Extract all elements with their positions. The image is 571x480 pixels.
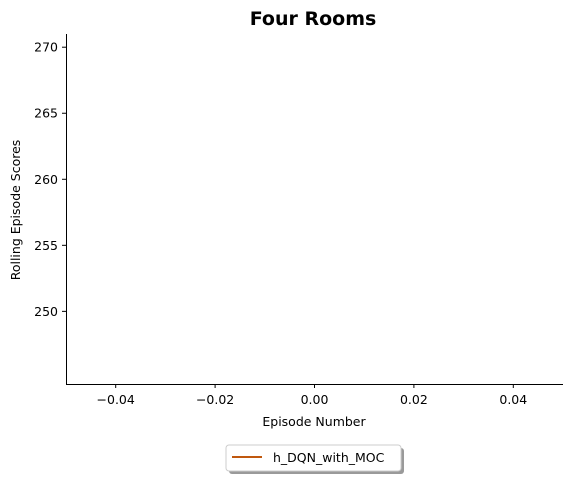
y-axis-ticks: 250 255 260 265 270 <box>34 40 66 319</box>
x-axis-label: Episode Number <box>262 414 366 429</box>
x-tick-label: 0.04 <box>499 392 527 407</box>
y-tick-label: 250 <box>34 304 58 319</box>
y-tick-label: 265 <box>34 106 58 121</box>
chart-title: Four Rooms <box>250 8 377 30</box>
x-axis-ticks: −0.04 −0.02 0.00 0.02 0.04 <box>97 384 528 407</box>
legend-label: h_DQN_with_MOC <box>273 450 385 465</box>
y-tick-label: 270 <box>34 40 58 55</box>
x-tick-label: −0.04 <box>97 392 135 407</box>
x-tick-label: −0.02 <box>196 392 234 407</box>
y-tick-label: 260 <box>34 172 58 187</box>
y-axis-label: Rolling Episode Scores <box>8 140 23 281</box>
x-tick-label: 0.02 <box>400 392 428 407</box>
legend: h_DQN_with_MOC <box>226 445 404 474</box>
x-tick-label: 0.00 <box>301 392 329 407</box>
y-tick-label: 255 <box>34 238 58 253</box>
